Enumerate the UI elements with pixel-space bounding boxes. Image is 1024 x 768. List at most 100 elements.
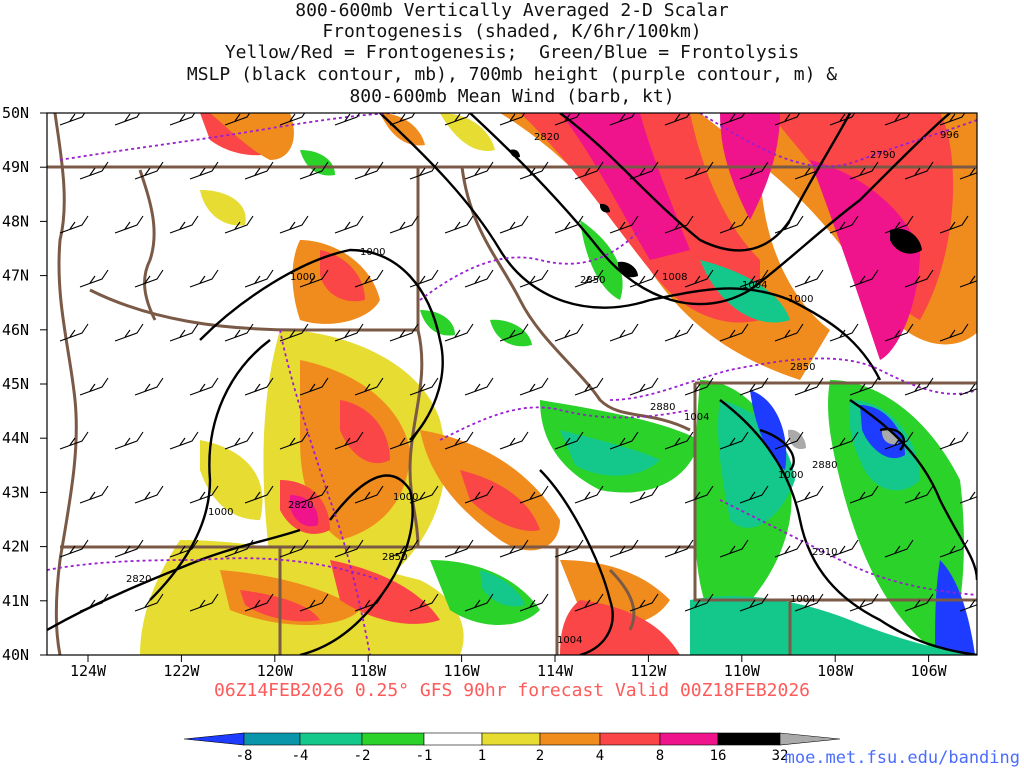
wind-barb — [629, 593, 659, 612]
colorbar-label: -8 — [236, 748, 253, 764]
wind-barb — [279, 113, 306, 126]
wind-barb — [519, 593, 549, 612]
wind-barb — [389, 215, 419, 234]
wind-barb — [884, 323, 914, 342]
wind-barb — [169, 113, 196, 126]
wind-barb — [574, 161, 604, 180]
wind-barb — [829, 431, 859, 450]
wind-barb — [884, 215, 914, 234]
wind-barb — [959, 383, 977, 396]
wind-barb — [409, 593, 439, 612]
wind-barb — [499, 539, 529, 558]
lon-label: 122W — [163, 662, 200, 680]
wind-barb — [829, 539, 859, 558]
wind-barb — [299, 593, 329, 612]
colorbar-segment — [779, 732, 841, 746]
lat-label: 50N — [2, 104, 29, 122]
wind-barb — [719, 431, 749, 450]
wind-barb — [939, 215, 969, 234]
wind-barb — [59, 431, 89, 450]
wind-barb — [134, 161, 164, 180]
wind-barb — [59, 539, 89, 558]
height-label: 2850 — [580, 275, 605, 286]
wind-barb — [939, 539, 969, 558]
lat-label: 44N — [2, 429, 29, 447]
mslp-label: 1004 — [790, 594, 815, 605]
wind-barb — [224, 431, 254, 450]
wind-barb — [79, 485, 109, 504]
wind-barb — [629, 269, 659, 288]
wind-barb — [519, 377, 549, 396]
wind-barb — [684, 593, 714, 612]
lon-label: 118W — [350, 662, 387, 680]
lon-label: 112W — [630, 662, 667, 680]
wind-barb — [114, 113, 141, 126]
wind-barb — [114, 323, 144, 342]
colorbar-label: 1 — [478, 748, 486, 764]
height-label: 2880 — [812, 460, 837, 471]
website-link[interactable]: moe.met.fsu.edu/banding — [784, 748, 1020, 768]
wind-barb — [334, 431, 364, 450]
title-line-2: Frontogenesis (shaded, K/6hr/100km) — [322, 21, 702, 42]
wind-barb — [499, 113, 526, 126]
lat-label: 45N — [2, 375, 29, 393]
height-label: 2820 — [288, 500, 313, 511]
wind-barb — [444, 431, 474, 450]
mslp-label: 1000 — [778, 470, 803, 481]
wind-barb — [279, 431, 309, 450]
frontogenesis-shading — [140, 113, 977, 655]
wind-barb — [609, 539, 639, 558]
wind-barb — [169, 539, 199, 558]
wind-barb — [244, 593, 274, 612]
wind-barb — [904, 377, 934, 396]
wind-barb — [389, 431, 419, 450]
wind-barb — [719, 539, 749, 558]
wind-barb — [134, 593, 164, 612]
lon-label: 108W — [817, 662, 854, 680]
wind-barb — [59, 323, 89, 342]
wind-barb — [554, 539, 584, 558]
wind-barb — [79, 269, 109, 288]
wind-barb — [609, 431, 639, 450]
wind-barb — [774, 539, 804, 558]
wind-barb — [499, 323, 529, 342]
wind-barb — [389, 539, 419, 558]
wind-barb — [409, 269, 439, 288]
wind-barb — [794, 593, 824, 612]
height-label: 2820 — [126, 574, 151, 585]
wind-barb — [664, 113, 691, 126]
wind-barb — [189, 269, 219, 288]
wind-barb — [574, 593, 604, 612]
colorbar-segment — [717, 732, 781, 746]
longitude-axis: 124W 122W 120W 118W 116W 114W 112W 110W 108W 106W — [70, 655, 948, 680]
wind-barb — [189, 377, 219, 396]
wind-barb — [79, 593, 109, 612]
wind-barb — [409, 485, 439, 504]
title-line-4: MSLP (black contour, mb), 700mb height (… — [186, 64, 838, 85]
lon-label: 106W — [911, 662, 948, 680]
wind-barb — [849, 269, 879, 288]
wind-barb — [794, 269, 824, 288]
wind-barb — [884, 113, 911, 126]
wind-barb — [79, 377, 109, 396]
colorbar-segment — [659, 732, 719, 746]
mslp-label: 996 — [940, 130, 959, 141]
wind-barb — [114, 539, 144, 558]
wind-barb — [939, 431, 969, 450]
lat-label: 46N — [2, 321, 29, 339]
wind-barb — [904, 485, 934, 504]
wind-barb — [774, 113, 801, 126]
wind-barb — [959, 167, 977, 180]
wind-barb — [939, 323, 969, 342]
wind-barb — [59, 113, 86, 126]
wind-barbs — [59, 113, 977, 612]
wind-barb — [794, 161, 824, 180]
mslp-label: 1004 — [684, 412, 709, 423]
wind-barb — [629, 161, 659, 180]
wind-barb — [299, 377, 329, 396]
wind-barb — [444, 215, 474, 234]
wind-barb — [664, 431, 694, 450]
wind-barb — [849, 161, 879, 180]
wind-barb — [299, 485, 329, 504]
wind-barb — [574, 377, 604, 396]
